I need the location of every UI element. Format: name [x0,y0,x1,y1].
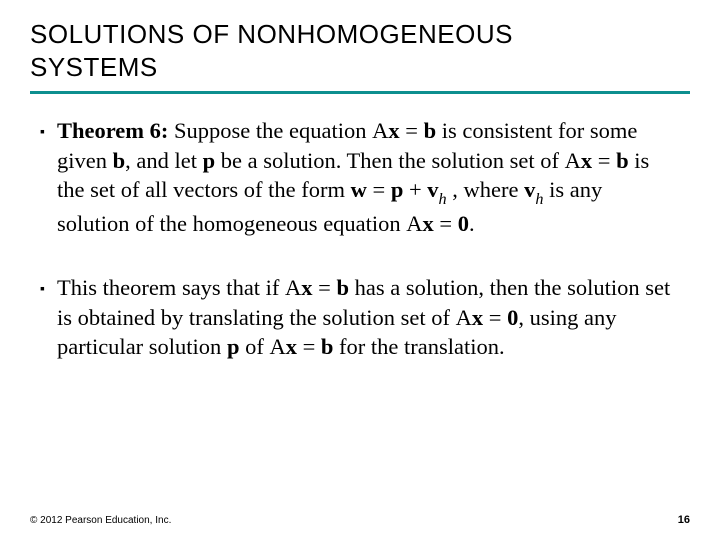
bold-p2: p [227,334,240,359]
footer: © 2012 Pearson Education, Inc. 16 [30,514,690,526]
explanation-text: This theorem says that if Ax = b has a s… [57,273,680,362]
t0p3: , and let [125,148,202,173]
bold-v: v [524,177,535,202]
equation-ax-0-2: Ax = 0 [456,305,519,330]
t1p4: of [239,334,269,359]
t1p5: for the translation. [333,334,504,359]
bullet-marker-icon: ▪ [40,280,45,296]
equation-ax-b-3: Ax = b [285,275,349,300]
content-area: ▪ Theorem 6: Suppose the equation Ax = b… [30,94,690,362]
t0p8: . [469,211,475,236]
subscript-h2: h [535,190,543,208]
bold-b: b [113,148,126,173]
slide-title: SOLUTIONS OF NONHOMOGENEOUS SYSTEMS [30,18,690,89]
bullet-item: ▪ Theorem 6: Suppose the equation Ax = b… [40,116,680,239]
t0p6: , where [447,177,524,202]
title-line-2: SYSTEMS [30,52,158,82]
equation-ax-b-2: Ax = b [565,148,629,173]
equation-ax-b: Ax = b [372,118,436,143]
bullet-item: ▪ This theorem says that if Ax = b has a… [40,273,680,362]
subscript-h: h [439,190,447,208]
copyright-text: © 2012 Pearson Education, Inc. [30,515,171,526]
t1p1: This theorem says that if [57,275,285,300]
equation-w-p-vh: w = p + vh [351,177,447,202]
slide-container: SOLUTIONS OF NONHOMOGENEOUS SYSTEMS ▪ Th… [0,0,720,540]
equation-ax-0: Ax = 0 [406,211,469,236]
theorem-text: Theorem 6: Suppose the equation Ax = b i… [57,116,680,239]
t0p4: be a solution. Then the solution set of [215,148,565,173]
bold-p: p [203,148,216,173]
equation-ax-b-4: Ax = b [269,334,333,359]
title-line-1: SOLUTIONS OF NONHOMOGENEOUS [30,19,513,49]
bullet-marker-icon: ▪ [40,123,45,139]
page-number: 16 [678,514,690,526]
t0p1: Suppose the equation [168,118,372,143]
theorem-label: Theorem 6: [57,118,168,143]
